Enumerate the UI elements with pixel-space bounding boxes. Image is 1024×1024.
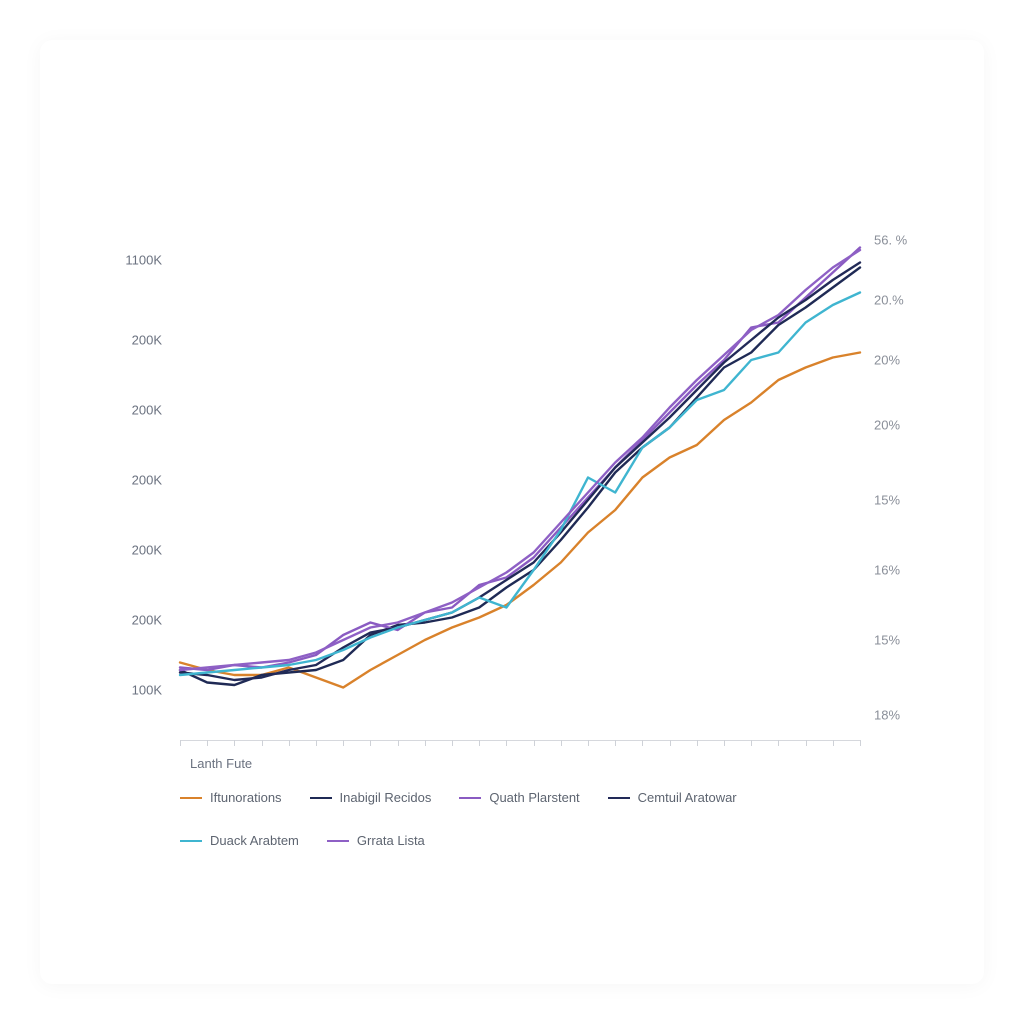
y-left-tick-label: 100K — [132, 683, 162, 698]
x-tick — [534, 740, 535, 746]
chart-legend: Iftunorations Inabigil Recidos Quath Plars… — [180, 790, 880, 848]
y-left-tick-label: 200K — [132, 333, 162, 348]
y-right-tick-label: 20% — [874, 353, 900, 368]
x-tick — [751, 740, 752, 746]
x-tick — [615, 740, 616, 746]
legend-item[interactable]: Inabigil Recidos — [310, 790, 432, 805]
legend-label: Quath Plarstent — [489, 790, 579, 805]
legend-swatch — [459, 797, 481, 799]
y-right-tick-label: 15% — [874, 493, 900, 508]
x-tick — [207, 740, 208, 746]
x-tick — [343, 740, 344, 746]
chart-card: 1100K 200K 200K 200K 200K 200K 100K 56. % 20.% 2… — [40, 40, 984, 984]
line-series-svg — [180, 240, 860, 740]
x-tick — [833, 740, 834, 746]
x-tick — [506, 740, 507, 746]
x-tick — [316, 740, 317, 746]
x-tick — [697, 740, 698, 746]
x-tick — [398, 740, 399, 746]
y-left-tick-label: 200K — [132, 543, 162, 558]
legend-item[interactable]: Grrata Lista — [327, 833, 425, 848]
y-left-tick-label: 200K — [132, 613, 162, 628]
series-line — [180, 250, 860, 670]
legend-item[interactable]: Iftunorations — [180, 790, 282, 805]
y-left-tick-label: 1100K — [125, 253, 162, 268]
series-line — [180, 268, 860, 686]
legend-swatch — [608, 797, 630, 799]
legend-label: Cemtuil Aratowar — [638, 790, 737, 805]
x-tick — [724, 740, 725, 746]
x-tick — [425, 740, 426, 746]
legend-item[interactable]: Duack Arabtem — [180, 833, 299, 848]
y-left-tick-label: 200K — [132, 473, 162, 488]
y-right-tick-label: 20% — [874, 418, 900, 433]
legend-label: Inabigil Recidos — [340, 790, 432, 805]
legend-swatch — [310, 797, 332, 799]
x-tick — [234, 740, 235, 746]
y-right-tick-label: 18% — [874, 708, 900, 723]
y-right-tick-label: 15% — [874, 633, 900, 648]
legend-item[interactable]: Quath Plarstent — [459, 790, 579, 805]
series-line — [180, 248, 860, 671]
x-tick — [588, 740, 589, 746]
y-left-tick-label: 200K — [132, 403, 162, 418]
y-right-tick-label: 56. % — [874, 233, 907, 248]
legend-item[interactable]: Cemtuil Aratowar — [608, 790, 737, 805]
series-line — [180, 353, 860, 688]
y-right-tick-label: 16% — [874, 563, 900, 578]
x-tick — [778, 740, 779, 746]
y-axis-left: 1100K 200K 200K 200K 200K 200K 100K — [110, 240, 170, 740]
legend-label: Iftunorations — [210, 790, 282, 805]
legend-swatch — [180, 840, 202, 842]
x-tick — [670, 740, 671, 746]
x-tick — [561, 740, 562, 746]
x-tick — [180, 740, 181, 746]
legend-swatch — [180, 797, 202, 799]
legend-swatch — [327, 840, 349, 842]
x-axis-label: Lanth Fute — [190, 756, 252, 771]
y-axis-right: 56. %20.%20%20%15%16%15%18% — [870, 240, 930, 740]
series-line — [180, 293, 860, 676]
legend-label: Grrata Lista — [357, 833, 425, 848]
legend-label: Duack Arabtem — [210, 833, 299, 848]
x-tick — [289, 740, 290, 746]
x-tick — [806, 740, 807, 746]
x-tick — [262, 740, 263, 746]
y-right-tick-label: 20.% — [874, 293, 904, 308]
x-tick — [370, 740, 371, 746]
x-tick — [479, 740, 480, 746]
x-tick — [642, 740, 643, 746]
chart-area: 1100K 200K 200K 200K 200K 200K 100K 56. % 20.% 2… — [110, 230, 930, 830]
plot-area — [180, 240, 860, 740]
x-tick — [452, 740, 453, 746]
x-tick — [860, 740, 861, 746]
x-axis-ticks — [180, 740, 860, 748]
